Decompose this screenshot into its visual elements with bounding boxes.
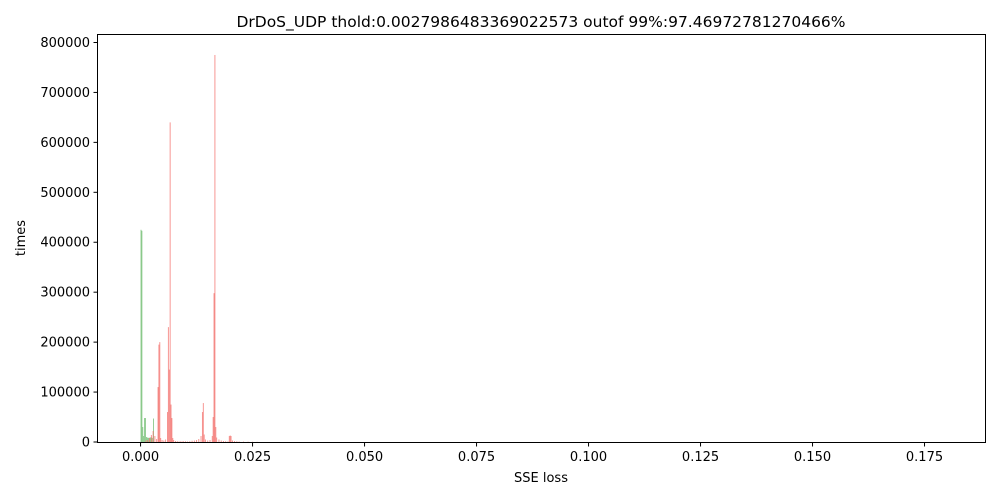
bar-series-1-39 xyxy=(207,440,209,442)
y-tick-label: 400000 xyxy=(40,236,90,251)
bar-series-0-5 xyxy=(145,418,146,442)
bar-series-1-4 xyxy=(152,431,154,442)
bar-series-1-56 xyxy=(234,441,236,442)
bar-series-1-43 xyxy=(213,293,215,442)
bar-series-1-11 xyxy=(161,440,163,442)
bar-series-0-8 xyxy=(147,438,149,442)
y-tick-label: 600000 xyxy=(40,136,90,151)
bar-series-1-2 xyxy=(149,438,150,442)
bar-series-1-50 xyxy=(225,441,227,442)
bar-series-1-52 xyxy=(228,436,230,442)
bar-series-1-55 xyxy=(231,440,233,442)
bar-series-0-12 xyxy=(151,437,153,442)
x-tick-label: 0.025 xyxy=(234,450,271,465)
bar-series-0-0 xyxy=(140,229,142,442)
bar-series-1-47 xyxy=(218,439,220,442)
bar-series-1-58 xyxy=(238,441,240,442)
bar-series-1-20 xyxy=(172,438,174,442)
bar-series-1-22 xyxy=(175,441,176,442)
bar-series-1-42 xyxy=(212,417,214,442)
bar-series-1-19 xyxy=(171,418,173,442)
x-axis-ticks: 0.000 0.025 0.050 0.075 0.100 0.125 0.150 0.175 xyxy=(122,442,943,465)
y-axis-ticks: 0 100000 200000 300000 400000 500000 600000 700… xyxy=(40,36,98,451)
y-tick-label: 500000 xyxy=(40,186,90,201)
bar-series-1-27 xyxy=(184,441,186,442)
bar-series-1-48 xyxy=(220,440,222,442)
bar-series-1-9 xyxy=(159,342,161,442)
bar-series-1-25 xyxy=(180,441,182,442)
x-tick-label: 0.125 xyxy=(682,450,719,465)
bar-series-0-14 xyxy=(153,418,154,442)
chart-title: DrDoS_UDP thold:0.0027986483369022573 ou… xyxy=(236,13,845,32)
y-tick-label: 0 xyxy=(82,436,90,451)
bar-series-1-41 xyxy=(211,436,213,442)
bar-series-1-10 xyxy=(160,438,162,442)
bar-series-1-32 xyxy=(196,440,197,442)
bar-series-1-18 xyxy=(170,404,172,442)
bar-series-1-51 xyxy=(227,441,229,442)
bar-series-0-11 xyxy=(150,437,152,442)
x-tick-label: 0.150 xyxy=(794,450,831,465)
bar-series-0-10 xyxy=(149,438,151,442)
bar-series-0-6 xyxy=(145,437,147,442)
bar-series-0-13 xyxy=(152,438,154,442)
bar-series-1-35 xyxy=(201,412,203,442)
bar-series-0-4 xyxy=(144,418,145,442)
bar-series-1-29 xyxy=(189,441,191,442)
bar-series-1-0 xyxy=(145,440,147,442)
bar-series-1-49 xyxy=(223,441,224,442)
bar-series-1-17 xyxy=(169,122,171,442)
y-tick-label: 100000 xyxy=(40,386,90,401)
bar-series-1-7 xyxy=(157,387,159,442)
bar-series-1-54 xyxy=(230,436,232,442)
bar-series-1-23 xyxy=(176,441,178,442)
bar-series-1-44 xyxy=(214,54,216,442)
bar-series-1-57 xyxy=(236,441,238,442)
bar-series-1-8 xyxy=(158,344,160,442)
x-axis-label: SSE loss xyxy=(514,471,568,486)
bar-series-1-24 xyxy=(178,441,180,442)
bar-series-1-37 xyxy=(203,434,205,442)
x-tick-label: 0.075 xyxy=(458,450,495,465)
y-tick-label: 700000 xyxy=(40,86,90,101)
bar-series-0-7 xyxy=(146,437,148,442)
bar-series-1-6 xyxy=(156,439,158,442)
bar-series-1-53 xyxy=(229,435,231,442)
x-tick-label: 0.100 xyxy=(570,450,607,465)
bar-series-1-34 xyxy=(200,436,202,442)
bar-series-1-12 xyxy=(163,440,165,442)
plot-frame xyxy=(97,34,986,443)
bar-series-1-38 xyxy=(205,439,206,442)
y-tick-label: 800000 xyxy=(40,36,90,51)
bar-series-0-2 xyxy=(142,427,144,442)
x-tick-label: 0.000 xyxy=(122,450,159,465)
bar-series-1-31 xyxy=(193,440,195,442)
bar-series-1-15 xyxy=(167,327,169,442)
bar-series-0-1 xyxy=(141,230,143,442)
bar-series-1-45 xyxy=(215,427,217,442)
bar-series-1-26 xyxy=(182,441,184,442)
bar-series-1-14 xyxy=(167,412,168,442)
bars-group xyxy=(140,54,258,442)
y-tick-label: 200000 xyxy=(40,336,90,351)
bar-series-1-30 xyxy=(191,440,193,442)
bar-series-1-33 xyxy=(198,439,200,442)
bar-series-1-28 xyxy=(187,441,188,442)
bar-series-1-13 xyxy=(165,439,167,442)
bar-series-1-21 xyxy=(173,440,175,442)
x-tick-label: 0.175 xyxy=(906,450,943,465)
bar-series-1-5 xyxy=(154,436,156,442)
bar-series-1-46 xyxy=(216,437,218,442)
bar-series-0-3 xyxy=(143,436,145,442)
x-tick-label: 0.050 xyxy=(346,450,383,465)
bar-series-1-16 xyxy=(168,369,170,442)
y-tick-label: 300000 xyxy=(40,286,90,301)
bar-series-1-36 xyxy=(202,403,204,442)
bar-series-1-40 xyxy=(209,440,211,442)
y-axis-label: times xyxy=(14,220,29,256)
bar-series-1-1 xyxy=(147,440,149,442)
bar-series-1-3 xyxy=(150,435,152,442)
bar-series-0-9 xyxy=(148,437,150,442)
